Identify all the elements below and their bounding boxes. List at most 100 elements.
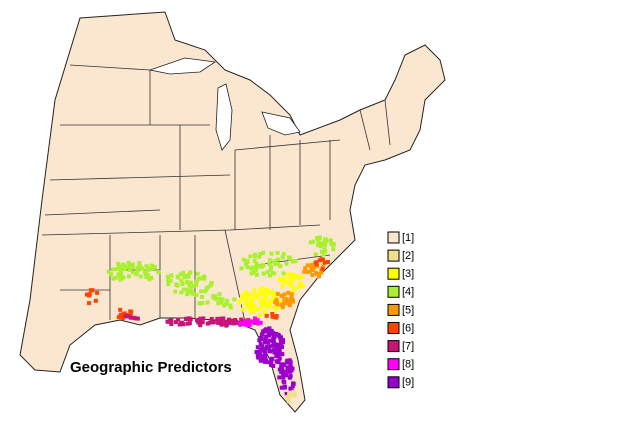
patch xyxy=(260,344,265,349)
patch xyxy=(255,318,260,323)
patch xyxy=(284,261,289,266)
patch xyxy=(320,249,324,254)
patch xyxy=(261,297,266,302)
patch xyxy=(237,322,242,326)
patch xyxy=(249,319,254,324)
state-lines xyxy=(41,64,391,323)
patch xyxy=(211,320,216,325)
patch xyxy=(199,289,204,294)
patch xyxy=(225,298,230,303)
patch xyxy=(259,332,264,337)
patch xyxy=(289,274,293,279)
patch xyxy=(219,300,223,305)
patch xyxy=(316,239,321,244)
patch xyxy=(263,295,268,300)
patch xyxy=(250,300,255,305)
patch xyxy=(250,265,255,270)
patch xyxy=(144,264,149,268)
legend-swatch xyxy=(387,231,400,244)
patch xyxy=(273,300,278,305)
patch xyxy=(275,302,280,307)
patch xyxy=(106,269,111,274)
patch xyxy=(273,261,278,266)
patch xyxy=(240,321,245,326)
patch xyxy=(185,292,190,297)
patch xyxy=(252,253,257,258)
patch xyxy=(278,264,283,269)
patch xyxy=(181,322,186,327)
patch xyxy=(291,298,295,303)
patch xyxy=(282,277,287,282)
patch xyxy=(271,331,276,335)
patch xyxy=(275,262,280,266)
patch xyxy=(260,302,265,307)
patch xyxy=(244,301,249,306)
patch xyxy=(297,284,302,289)
patch xyxy=(224,319,229,324)
legend-swatch xyxy=(387,340,400,353)
patch xyxy=(128,315,133,320)
patch xyxy=(268,267,273,272)
patch xyxy=(261,263,266,268)
patch xyxy=(144,274,149,279)
patch xyxy=(321,242,326,246)
lake xyxy=(261,111,301,136)
patch xyxy=(222,303,227,308)
patch xyxy=(283,280,288,285)
patch xyxy=(270,343,275,348)
patch xyxy=(297,275,302,280)
patch xyxy=(268,301,273,306)
patch xyxy=(321,264,326,269)
patch xyxy=(118,307,123,312)
patch xyxy=(215,316,220,321)
patch xyxy=(185,280,189,285)
patch xyxy=(181,270,186,275)
patch xyxy=(252,258,257,263)
patch xyxy=(116,261,121,266)
patch xyxy=(291,381,295,386)
patches xyxy=(84,235,336,404)
patch xyxy=(307,269,312,274)
patch xyxy=(249,292,253,297)
patch xyxy=(88,288,93,293)
legend-label: [6] xyxy=(402,322,414,334)
patch xyxy=(267,326,272,331)
patch xyxy=(195,318,199,323)
patch xyxy=(209,280,214,285)
patch xyxy=(185,321,190,326)
patch xyxy=(127,267,132,272)
patch xyxy=(269,359,274,364)
patch xyxy=(215,320,220,324)
patch xyxy=(228,303,233,308)
patch xyxy=(176,275,181,280)
patch xyxy=(196,320,201,325)
patch xyxy=(134,316,139,321)
patch xyxy=(328,238,333,243)
patch xyxy=(121,312,126,316)
patch xyxy=(281,375,286,380)
patch xyxy=(291,393,296,398)
patch xyxy=(121,275,126,280)
patch xyxy=(248,305,252,310)
patch xyxy=(258,320,263,325)
patch xyxy=(256,307,261,312)
patch xyxy=(140,266,144,271)
patch xyxy=(310,265,315,270)
patch xyxy=(249,271,254,276)
patch xyxy=(250,297,254,302)
patch xyxy=(178,272,183,277)
patch xyxy=(245,305,250,310)
patch xyxy=(241,257,246,262)
patch xyxy=(254,272,259,277)
patch xyxy=(195,271,200,276)
patch xyxy=(284,369,289,374)
patch xyxy=(274,314,279,318)
patch xyxy=(181,287,186,292)
patch xyxy=(303,266,308,271)
patch xyxy=(270,271,275,275)
patch xyxy=(268,290,273,295)
patch xyxy=(273,332,278,337)
patch xyxy=(316,243,321,248)
patch xyxy=(216,301,221,306)
legend-swatch xyxy=(387,322,400,334)
